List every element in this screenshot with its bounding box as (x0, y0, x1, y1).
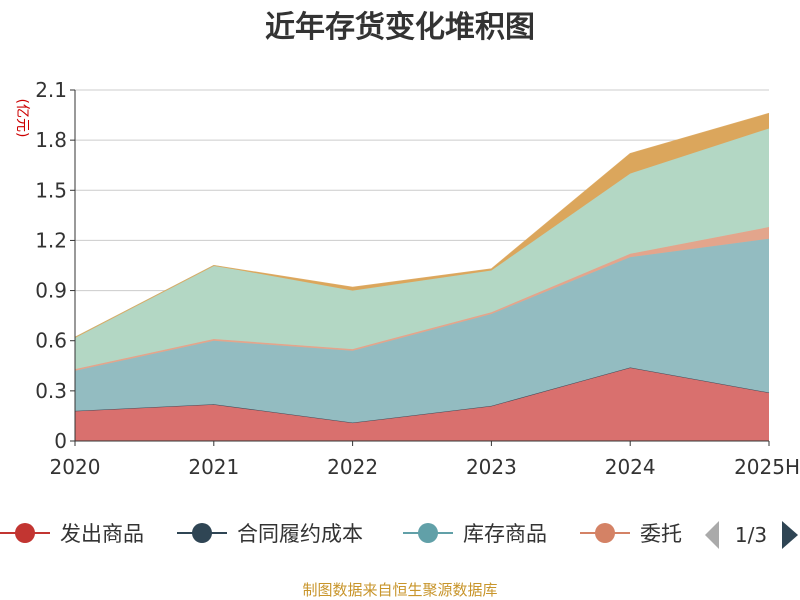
legend-item-2[interactable]: 库存商品 (403, 522, 547, 546)
x-tick-label: 2020 (50, 455, 101, 479)
area-series-3 (75, 227, 769, 371)
y-tick-label: 0.9 (35, 279, 67, 303)
legend-item-3[interactable]: 委托 (580, 522, 682, 546)
y-tick-label: 0.6 (35, 329, 67, 353)
legend-prev-page-icon[interactable] (705, 521, 719, 549)
x-tick-label: 2023 (466, 455, 517, 479)
legend-item-0[interactable]: 发出商品 (0, 522, 144, 546)
legend-marker-icon (418, 523, 438, 543)
y-tick-label: 1.5 (35, 178, 67, 202)
legend-page-indicator: 1/3 (735, 523, 767, 547)
legend: 发出商品 合同履约成本 库存商品 委托 1/3 (0, 521, 798, 549)
legend-label: 委托 (640, 522, 682, 546)
area-series-5 (75, 113, 769, 338)
legend-label: 库存商品 (463, 522, 547, 546)
y-tick-label: 0.3 (35, 379, 67, 403)
x-tick-label: 2025H (734, 455, 800, 479)
y-tick-label: 1.8 (35, 128, 67, 152)
y-axis-ticks: 0 0.3 0.6 0.9 1.2 1.5 1.8 2.1 (35, 78, 75, 453)
legend-marker-icon (192, 523, 212, 543)
y-tick-label: 0 (54, 429, 67, 453)
x-axis-ticks: 2020 2021 2022 2023 2024 2025H (50, 441, 800, 479)
legend-marker-icon (595, 523, 615, 543)
area-series-0 (75, 367, 769, 441)
area-series-2 (75, 238, 769, 423)
area-series-4 (75, 128, 769, 370)
area-series-line-5 (74, 112, 770, 338)
chart-title: 近年存货变化堆积图 (265, 10, 535, 45)
x-tick-label: 2024 (605, 455, 656, 479)
x-tick-label: 2021 (188, 455, 239, 479)
data-source-note: 制图数据来自恒生聚源数据库 (302, 581, 497, 599)
y-tick-label: 2.1 (35, 78, 67, 102)
y-axis-unit: (亿元) (14, 99, 30, 138)
legend-marker-icon (15, 523, 35, 543)
x-tick-label: 2022 (327, 455, 378, 479)
y-tick-label: 1.2 (35, 228, 67, 252)
area-series (74, 112, 770, 441)
legend-label: 发出商品 (60, 522, 144, 546)
legend-next-page-icon[interactable] (782, 521, 798, 549)
axes (74, 90, 769, 442)
legend-item-1[interactable]: 合同履约成本 (177, 522, 363, 546)
legend-label: 合同履约成本 (237, 522, 363, 546)
